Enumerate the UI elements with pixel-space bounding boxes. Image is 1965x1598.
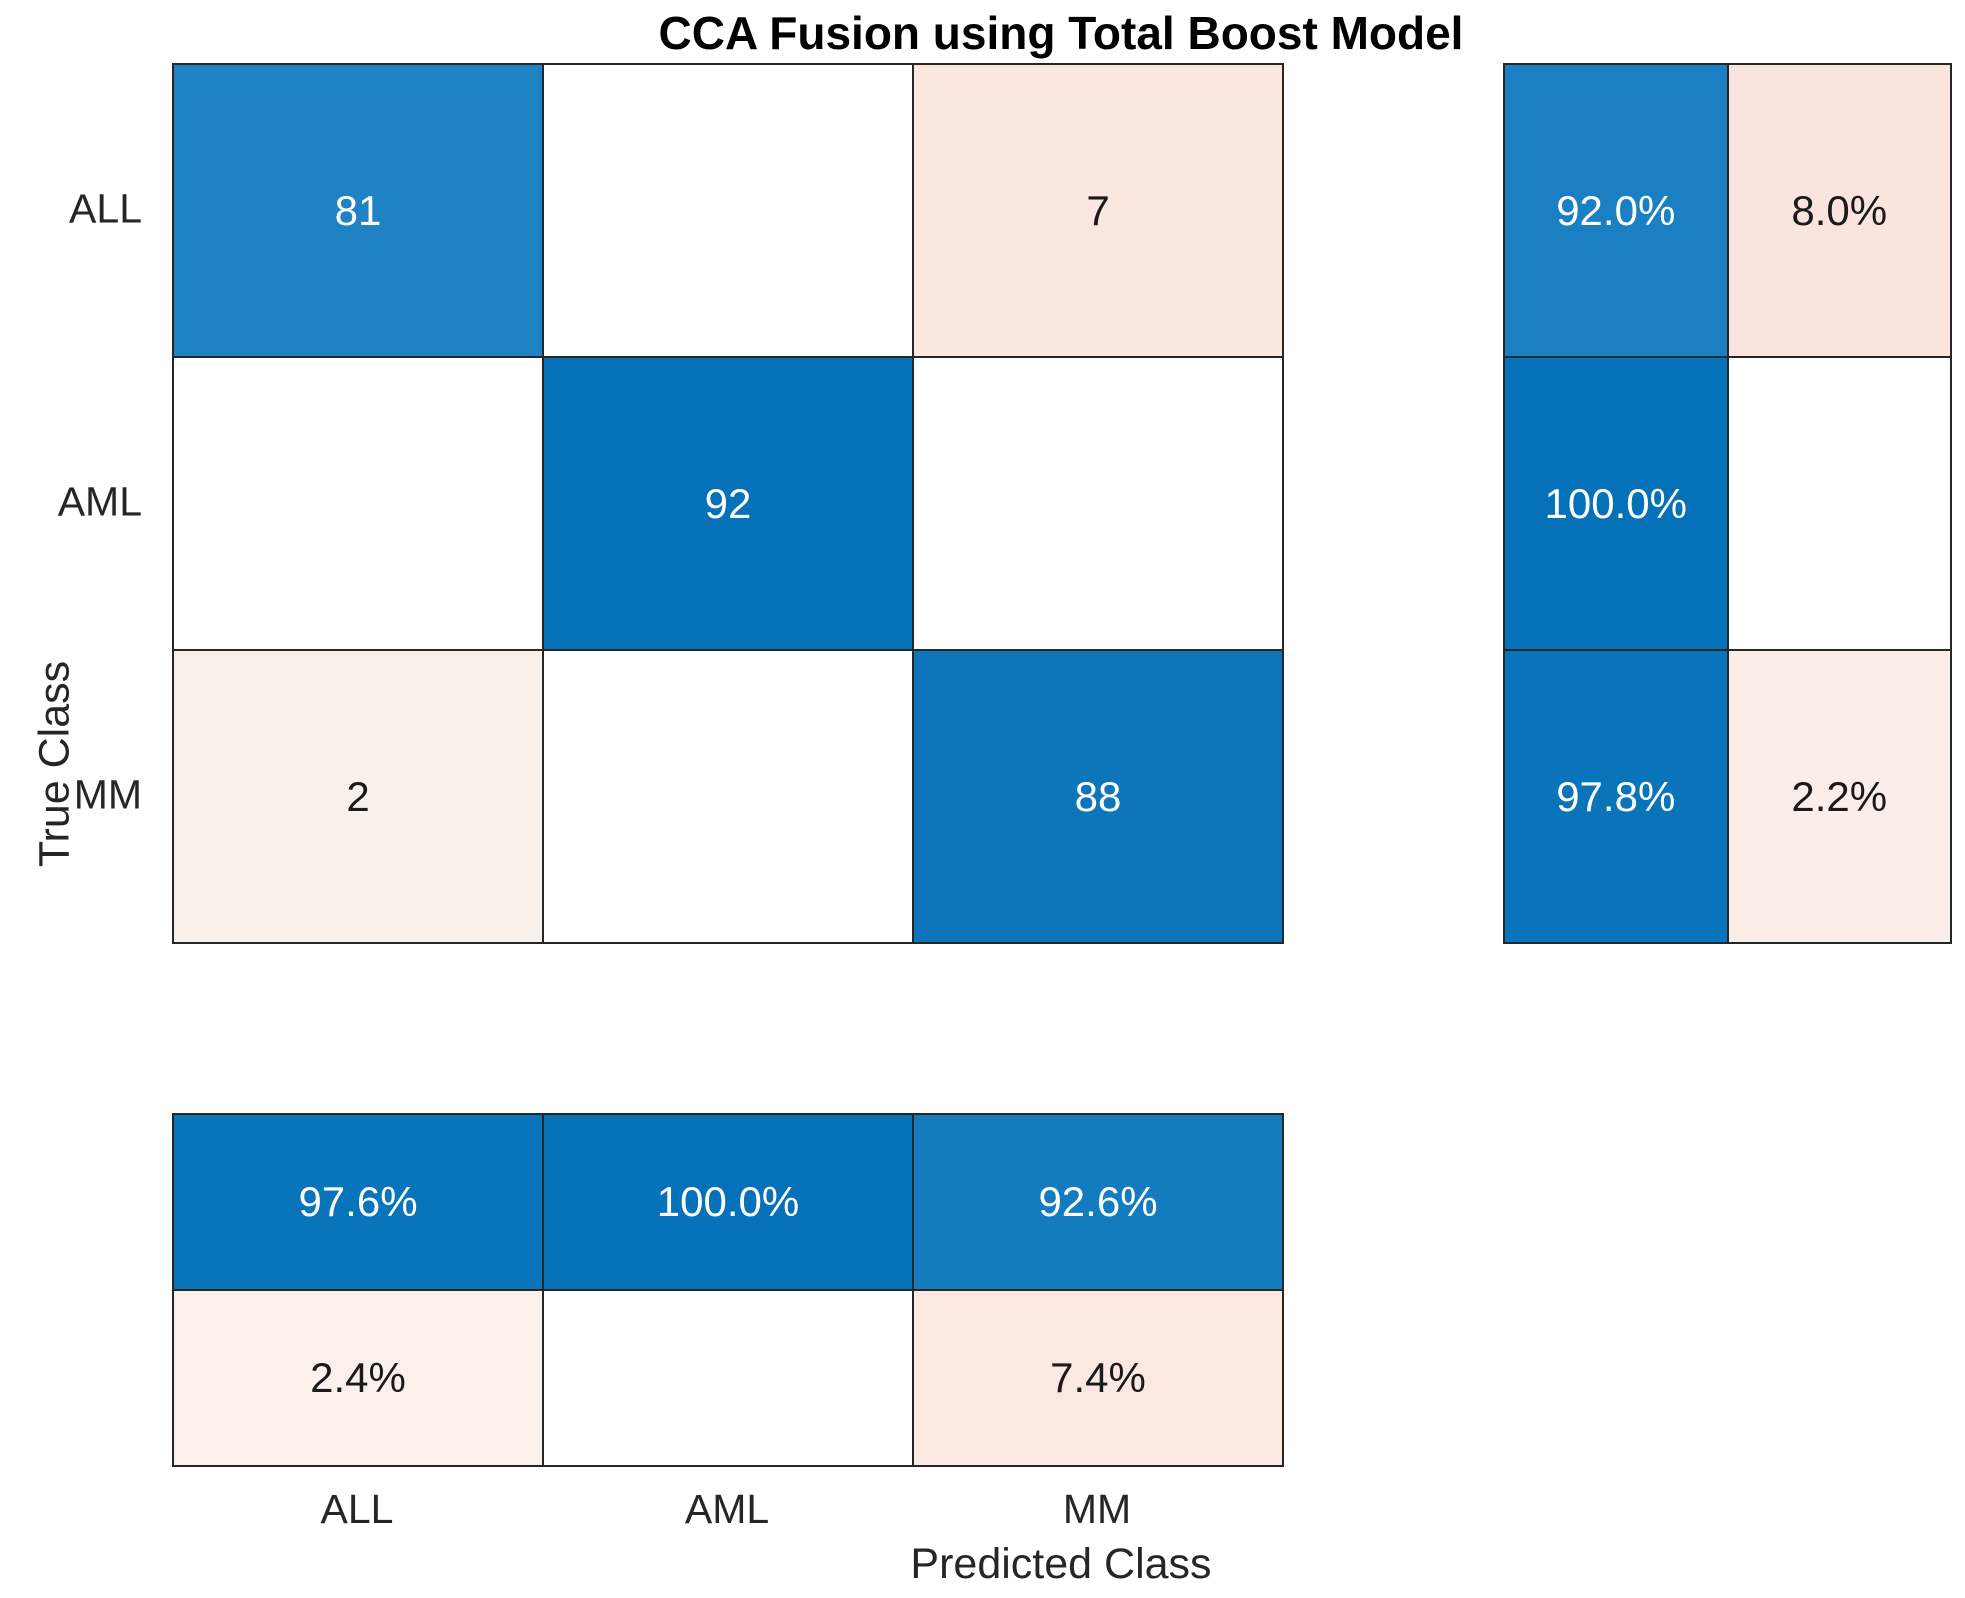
y-tick-label-aml: AML	[57, 478, 142, 525]
matrix-cell-r3c1: 2	[174, 651, 544, 944]
row-summary-cell-r2c1: 100.0%	[1505, 358, 1729, 651]
column-summary-cell-r1c3: 92.6%	[914, 1115, 1284, 1291]
row-summary-cell-r3c1: 97.8%	[1505, 651, 1729, 944]
x-tick-label-all: ALL	[320, 1486, 394, 1532]
matrix-cell-r3c3: 88	[914, 651, 1284, 944]
y-tick-label-mm: MM	[73, 771, 142, 818]
confusion-matrix-grid: 81 7 92 2 88	[172, 63, 1284, 944]
matrix-cell-r2c3	[914, 358, 1284, 651]
y-axis-label: True Class	[30, 660, 79, 868]
row-summary-cell-r2c2	[1728, 358, 1952, 651]
row-summary-cell-r3c2: 2.2%	[1728, 651, 1952, 944]
column-summary-cell-r2c2	[544, 1291, 914, 1467]
column-summary-cell-r2c1: 2.4%	[174, 1291, 544, 1467]
matrix-cell-r1c3: 7	[914, 65, 1284, 358]
row-summary-cell-r1c2: 8.0%	[1728, 65, 1952, 358]
row-summary-grid: 92.0% 8.0% 100.0% 97.8% 2.2%	[1503, 63, 1952, 944]
matrix-cell-r2c2: 92	[544, 358, 914, 651]
x-tick-label-aml: AML	[684, 1486, 770, 1532]
matrix-cell-r1c1: 81	[174, 65, 544, 358]
x-axis-label: Predicted Class	[910, 1540, 1212, 1588]
chart-title: CCA Fusion using Total Boost Model	[658, 7, 1464, 59]
column-summary-grid: 97.6% 100.0% 92.6% 2.4% 7.4%	[172, 1113, 1284, 1467]
matrix-cell-r3c2	[544, 651, 914, 944]
row-summary-cell-r1c1: 92.0%	[1505, 65, 1729, 358]
column-summary-cell-r1c1: 97.6%	[174, 1115, 544, 1291]
column-summary-cell-r2c3: 7.4%	[914, 1291, 1284, 1467]
y-tick-label-all: ALL	[69, 185, 142, 232]
column-summary-cell-r1c2: 100.0%	[544, 1115, 914, 1291]
x-tick-label-mm: MM	[1062, 1486, 1132, 1532]
matrix-cell-r2c1	[174, 358, 544, 651]
matrix-cell-r1c2	[544, 65, 914, 358]
